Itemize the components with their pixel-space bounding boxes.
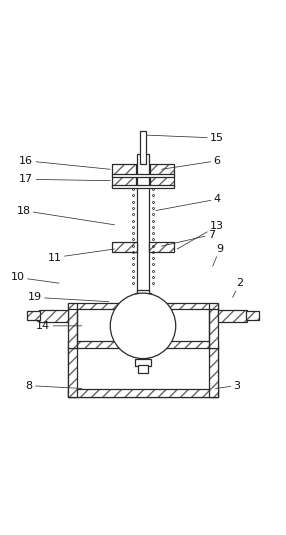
Bar [132, 302, 154, 309]
Text: 18: 18 [16, 205, 114, 225]
Text: 4: 4 [156, 194, 221, 211]
Bar [112, 176, 136, 187]
Bar [209, 347, 219, 397]
Text: 17: 17 [19, 174, 110, 184]
Bar [67, 389, 219, 397]
Text: 2: 2 [233, 278, 243, 297]
Text: 7: 7 [162, 230, 215, 246]
Bar [27, 311, 40, 320]
Bar [112, 185, 174, 188]
Text: 16: 16 [19, 156, 110, 169]
Bar [246, 311, 259, 320]
Bar [150, 164, 174, 175]
Text: 8: 8 [25, 380, 82, 391]
Bar [209, 347, 219, 397]
Bar [112, 164, 136, 175]
Bar [39, 310, 67, 322]
Bar [67, 302, 219, 309]
Bar [67, 304, 77, 348]
Text: 3: 3 [216, 380, 241, 391]
Bar [219, 310, 247, 322]
Bar [149, 242, 174, 253]
Bar [140, 132, 146, 164]
Bar [150, 176, 174, 187]
Bar [112, 242, 137, 253]
Text: 15: 15 [147, 133, 224, 143]
Bar [150, 176, 174, 187]
Bar [112, 176, 136, 187]
Bar [27, 311, 40, 320]
Bar [67, 341, 219, 348]
Bar [137, 154, 149, 347]
Bar [137, 291, 149, 294]
Bar [150, 164, 174, 175]
Bar [67, 389, 219, 397]
Bar [112, 174, 174, 177]
Bar [67, 302, 219, 309]
Text: 14: 14 [36, 321, 82, 331]
Bar [135, 297, 151, 302]
Bar [209, 304, 219, 348]
Bar [67, 347, 77, 397]
Text: 13: 13 [177, 221, 224, 249]
Bar [209, 304, 219, 348]
Bar [67, 304, 77, 348]
Bar [149, 242, 174, 253]
Bar [219, 310, 247, 322]
Text: 11: 11 [48, 249, 114, 263]
Bar [138, 337, 148, 360]
Bar [112, 242, 137, 253]
Bar [246, 311, 259, 320]
Text: 6: 6 [162, 156, 221, 169]
Bar [138, 365, 148, 373]
Text: 10: 10 [11, 272, 59, 283]
Bar [112, 164, 136, 175]
Bar [135, 293, 151, 298]
Bar [135, 358, 151, 366]
Bar [67, 347, 77, 397]
Bar [67, 341, 219, 348]
Bar [39, 310, 67, 322]
Text: 9: 9 [213, 244, 223, 266]
Bar [67, 347, 219, 397]
Circle shape [110, 293, 176, 358]
Text: 19: 19 [28, 293, 109, 302]
